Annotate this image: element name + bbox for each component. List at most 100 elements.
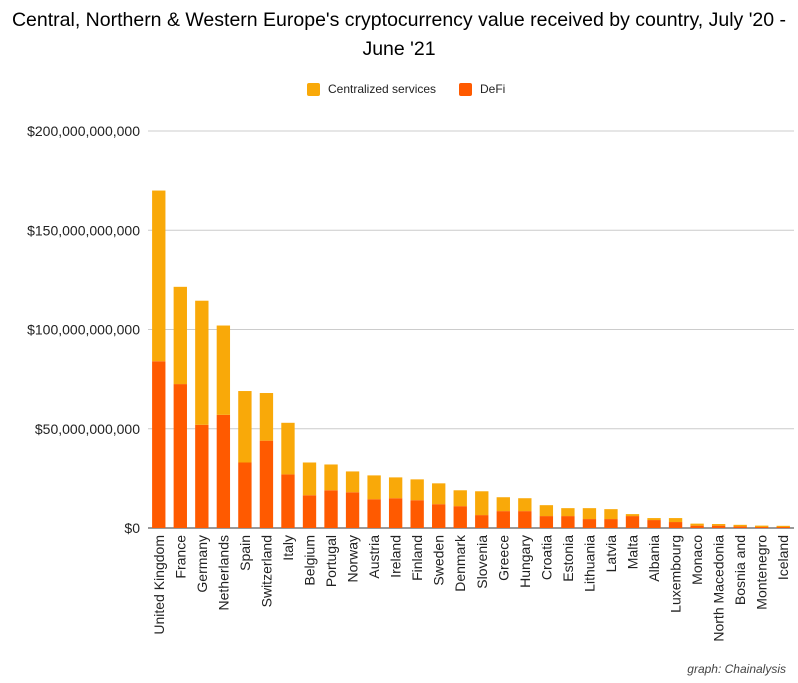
bar-defi <box>582 519 597 528</box>
x-tick-label: North Macedonia <box>711 535 727 642</box>
bar-defi <box>367 499 381 528</box>
x-tick-label: Estonia <box>560 535 576 582</box>
bar-centralized-services <box>582 508 597 520</box>
bar-centralized-services <box>668 518 683 523</box>
bar-defi <box>518 511 532 528</box>
bar-centralized-services <box>453 490 467 507</box>
bar-centralized-services <box>711 524 726 526</box>
x-tick-label: Italy <box>280 535 296 561</box>
bar-defi <box>776 527 790 528</box>
gridlines <box>148 130 794 529</box>
legend-swatch-centralized <box>307 82 320 96</box>
bar-defi <box>711 525 726 528</box>
bar-defi <box>733 526 747 528</box>
bar-centralized-services <box>690 523 704 526</box>
x-tick-label: Bosnia and <box>732 535 748 605</box>
bar-centralized-services <box>302 462 317 496</box>
bar-centralized-services <box>367 475 381 500</box>
y-tick-label: $50,000,000,000 <box>35 421 140 437</box>
source-credit: graph: Chainalysis <box>687 662 786 676</box>
bar-defi <box>496 511 510 528</box>
x-tick-label: Austria <box>366 535 382 579</box>
x-axis-tick-labels: United Kingdom France Germany Netherlands Sp… <box>151 534 791 642</box>
x-tick-label: Spain <box>237 535 253 571</box>
y-tick-label: $150,000,000,000 <box>27 222 140 238</box>
x-tick-label: Monaco <box>689 535 705 585</box>
y-tick-label: $0 <box>124 520 140 536</box>
x-tick-label: Lithuania <box>581 535 597 592</box>
bar-centralized-services <box>410 479 424 501</box>
bar-defi <box>539 516 554 528</box>
chart-legend: Centralized services DeFi <box>0 82 798 102</box>
bar-centralized-services <box>776 525 790 528</box>
bar-defi <box>195 424 209 528</box>
bar-defi <box>561 516 575 528</box>
bar-defi <box>345 492 360 528</box>
x-tick-label: Croatia <box>538 535 554 580</box>
bar-defi <box>324 490 338 528</box>
x-tick-label: Germany <box>194 535 210 593</box>
x-tick-label: Denmark <box>452 534 468 592</box>
legend-item-defi: DeFi <box>459 82 505 96</box>
bars <box>152 190 790 528</box>
bar-centralized-services <box>539 505 554 517</box>
bar-defi <box>281 474 295 528</box>
bar-centralized-services <box>238 391 252 463</box>
legend-label-defi: DeFi <box>480 82 506 96</box>
bar-defi <box>690 525 704 528</box>
bar-centralized-services <box>345 471 360 493</box>
bar-defi <box>475 515 489 528</box>
bar-defi <box>388 498 403 528</box>
chart-title: Central, Northern & Western Europe's cry… <box>11 9 787 60</box>
bar-defi <box>410 500 424 528</box>
bar-centralized-services <box>281 422 295 475</box>
bar-centralized-services <box>496 497 510 512</box>
x-tick-label: Switzerland <box>258 535 274 607</box>
bar-defi <box>302 495 317 528</box>
bar-defi <box>173 384 187 528</box>
y-tick-label: $200,000,000,000 <box>27 123 140 139</box>
x-tick-label: Portugal <box>323 535 339 587</box>
bar-centralized-services <box>152 190 166 362</box>
x-tick-label: Ireland <box>388 535 404 578</box>
bar-centralized-services <box>647 518 661 521</box>
x-tick-label: Albania <box>646 535 662 582</box>
bar-defi <box>216 414 231 528</box>
x-tick-label: Norway <box>345 535 361 582</box>
bar-defi <box>755 527 769 528</box>
bar-centralized-services <box>625 514 640 517</box>
bar-centralized-services <box>216 325 231 415</box>
bar-centralized-services <box>432 483 446 505</box>
bar-defi <box>432 504 446 528</box>
bar-centralized-services <box>259 393 274 441</box>
bar-defi <box>668 522 683 528</box>
x-tick-label: France <box>172 535 188 579</box>
bar-centralized-services <box>195 300 209 425</box>
x-tick-label: Iceland <box>775 535 791 580</box>
x-tick-label: Malta <box>625 535 641 569</box>
legend-item-centralized: Centralized services <box>307 82 436 96</box>
bar-defi <box>604 519 618 528</box>
bar-centralized-services <box>388 477 403 499</box>
bar-defi <box>238 462 252 528</box>
bar-centralized-services <box>324 464 338 491</box>
bar-centralized-services <box>475 491 489 516</box>
x-tick-label: Hungary <box>517 535 533 588</box>
legend-swatch-defi <box>459 82 472 96</box>
bar-defi <box>453 506 467 528</box>
bar-centralized-services <box>518 498 532 512</box>
x-tick-label: Latvia <box>603 535 619 573</box>
bar-centralized-services <box>561 508 575 517</box>
bar-defi <box>259 440 274 528</box>
x-tick-label: Finland <box>409 535 425 581</box>
x-tick-label: Greece <box>495 535 511 581</box>
x-tick-label: Netherlands <box>215 535 231 611</box>
x-tick-label: United Kingdom <box>151 535 167 635</box>
bar-centralized-services <box>604 509 618 520</box>
bar-defi <box>152 361 166 528</box>
bar-centralized-services <box>733 524 747 527</box>
x-tick-label: Sweden <box>431 535 447 586</box>
y-axis-tick-labels: $0 $50,000,000,000 $100,000,000,000 $150,00… <box>27 123 140 536</box>
